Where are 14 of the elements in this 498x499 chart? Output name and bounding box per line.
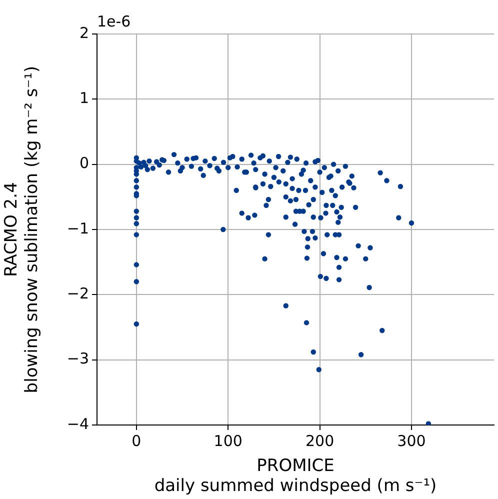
y-tick-label: −4	[66, 414, 89, 433]
y-axis-title: RACMO 2.4 blowing snow sublimation (kg m⁻² s⁻¹)	[2, 66, 42, 394]
x-axis-title: PROMICE daily summed windspeed (m s⁻¹)	[154, 456, 437, 496]
x-tick-label: 100	[214, 432, 242, 450]
x-tick-label: 300	[397, 432, 426, 450]
y-tick-label: 0	[79, 154, 89, 172]
y-tick-label: 2	[79, 24, 89, 42]
y-tick-label: 1	[79, 89, 89, 108]
y-tick-label: −2	[66, 284, 89, 303]
x-tick-label: 0	[132, 432, 142, 450]
y-tick-label: −3	[66, 350, 89, 368]
y-tick-label: −1	[66, 219, 89, 238]
x-tick-label: 200	[305, 432, 334, 450]
text: 1e-6	[97, 12, 131, 30]
